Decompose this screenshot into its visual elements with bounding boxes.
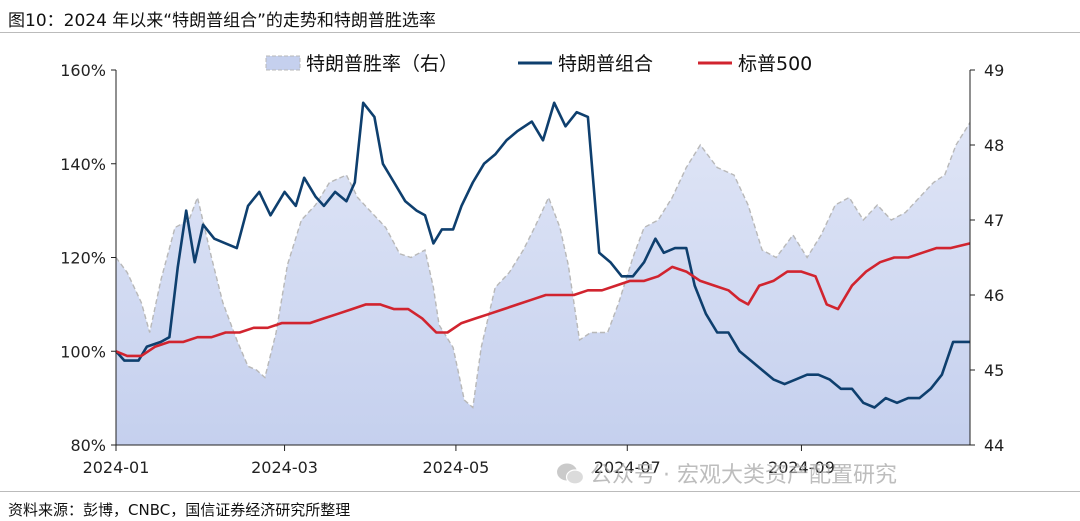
x-tick-label: 2024-05 <box>422 458 489 477</box>
left-tick-label: 160% <box>60 61 106 80</box>
legend-sp500-label: 标普500 <box>738 53 812 75</box>
x-tick-label: 2024-01 <box>83 458 150 477</box>
trump-portfolio-line <box>115 101 970 409</box>
legend-win-rate-label: 特朗普胜率（右） <box>306 53 458 75</box>
right-tick-label: 44 <box>984 436 1004 455</box>
watermark: 公众号 · 宏观大类资产配置研究 <box>556 457 897 489</box>
chart-title: 图10：2024 年以来“特朗普组合”的走势和特朗普胜选率 <box>8 11 436 31</box>
chart-canvas: 80% 100% 120% 140% 160% 44 45 46 47 48 49 2024-01 20… <box>60 53 1004 477</box>
x-tick-label: 2024-09 <box>768 458 835 477</box>
chart-legend: 特朗普胜率（右） 特朗普组合 标普500 <box>265 53 812 75</box>
source-divider <box>0 491 1080 492</box>
win-rate-area-edge <box>115 122 971 409</box>
left-tick-label: 80% <box>70 436 106 455</box>
win-rate-area <box>116 122 970 445</box>
watermark-text: 公众号 · 宏观大类资产配置研究 <box>590 463 897 488</box>
legend-win-rate-swatch <box>265 55 301 71</box>
left-tick-label: 100% <box>60 342 106 361</box>
source-note: 资料来源：彭博，CNBC，国信证券经济研究所整理 <box>8 501 351 519</box>
sp500-line <box>115 242 971 358</box>
wechat-icon <box>557 463 584 485</box>
right-tick-label: 48 <box>984 136 1004 155</box>
x-tick-label: 2024-07 <box>594 458 661 477</box>
left-tick-label: 120% <box>60 249 106 268</box>
right-tick-label: 45 <box>984 361 1004 380</box>
line-series-layer <box>115 101 971 409</box>
win-rate-area-layer <box>115 122 971 445</box>
x-tick-label: 2024-03 <box>251 458 318 477</box>
right-tick-label: 47 <box>984 211 1004 230</box>
title-divider <box>0 32 1080 33</box>
right-tick-label: 46 <box>984 286 1004 305</box>
legend-trump-portfolio-label: 特朗普组合 <box>558 53 653 75</box>
axes-layer: 80% 100% 120% 140% 160% 44 45 46 47 48 49 2024-01 20… <box>60 61 1004 477</box>
right-tick-label: 49 <box>984 61 1004 80</box>
left-tick-label: 140% <box>60 155 106 174</box>
